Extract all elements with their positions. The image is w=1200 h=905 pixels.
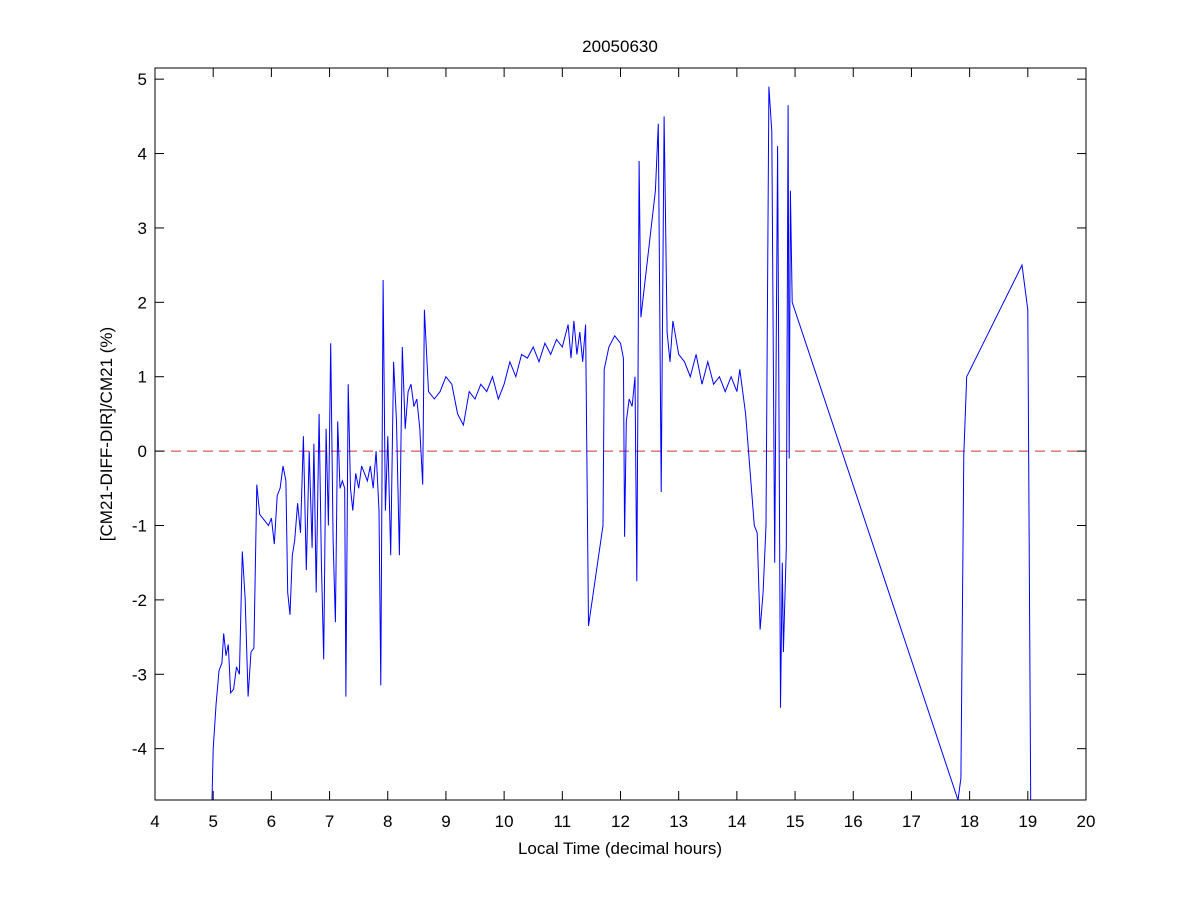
x-tick-label: 4 bbox=[150, 812, 159, 831]
y-tick-label: 5 bbox=[138, 70, 147, 89]
x-tick-label: 9 bbox=[441, 812, 450, 831]
x-tick-label: 15 bbox=[786, 812, 805, 831]
x-tick-label: 16 bbox=[844, 812, 863, 831]
x-tick-label: 10 bbox=[495, 812, 514, 831]
x-axis-label: Local Time (decimal hours) bbox=[518, 839, 722, 858]
y-axis-label: [CM21-DIFF-DIR]/CM21 (%) bbox=[97, 327, 116, 541]
x-tick-label: 5 bbox=[208, 812, 217, 831]
x-tick-label: 19 bbox=[1018, 812, 1037, 831]
x-tick-label: 6 bbox=[267, 812, 276, 831]
y-tick-label: 4 bbox=[138, 145, 147, 164]
y-tick-label: 2 bbox=[138, 293, 147, 312]
x-tick-label: 13 bbox=[669, 812, 688, 831]
y-tick-label: -3 bbox=[132, 665, 147, 684]
y-tick-label: 0 bbox=[138, 442, 147, 461]
x-tick-label: 17 bbox=[902, 812, 921, 831]
x-tick-label: 11 bbox=[553, 812, 571, 831]
x-tick-label: 14 bbox=[727, 812, 746, 831]
y-tick-label: 1 bbox=[138, 368, 147, 387]
x-tick-label: 12 bbox=[611, 812, 630, 831]
y-tick-label: 3 bbox=[138, 219, 147, 238]
series-line bbox=[211, 86, 1032, 800]
y-tick-label: -4 bbox=[132, 740, 147, 759]
plot-frame bbox=[154, 67, 1087, 801]
x-tick-label: 8 bbox=[383, 812, 392, 831]
x-tick-label: 7 bbox=[325, 812, 334, 831]
x-tick-label: 20 bbox=[1077, 812, 1096, 831]
y-tick-label: -1 bbox=[132, 517, 147, 536]
y-tick-label: -2 bbox=[132, 591, 147, 610]
chart-title: 20050630 bbox=[582, 37, 658, 56]
x-tick-label: 18 bbox=[960, 812, 979, 831]
